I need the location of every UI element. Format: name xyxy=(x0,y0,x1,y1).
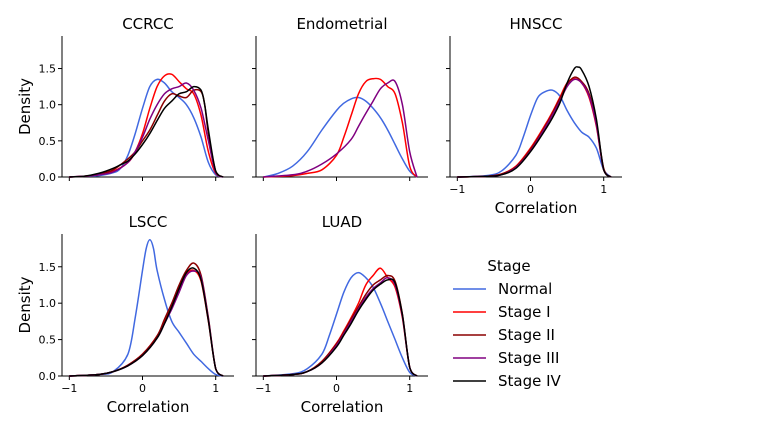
x-axis-label: Correlation xyxy=(495,199,578,217)
y-tick-label: 1.5 xyxy=(39,63,57,76)
y-tick-label: 0.5 xyxy=(39,135,57,148)
panel-hnscc: −1 0 1 HNSCC Correlation xyxy=(446,15,622,217)
legend-label: Normal xyxy=(498,280,552,298)
y-tick-label: 0.0 xyxy=(39,370,57,383)
density-line-normal xyxy=(263,271,418,377)
panel-title: CCRCC xyxy=(122,15,174,33)
density-line-normal xyxy=(69,239,224,377)
x-tick-label: 0 xyxy=(527,183,534,196)
panel-title: Endometrial xyxy=(296,15,387,33)
density-line-stage-iii xyxy=(457,78,612,178)
density-line-normal xyxy=(457,89,612,178)
y-tick-label: 1.0 xyxy=(39,99,57,112)
legend-label: Stage III xyxy=(498,349,559,367)
y-tick-label: 1.5 xyxy=(39,261,57,274)
x-axis-label: Correlation xyxy=(107,398,190,416)
x-tick-label: −1 xyxy=(61,382,77,395)
y-axis-label: Density xyxy=(16,78,34,135)
x-tick-label: 1 xyxy=(406,382,413,395)
x-tick-label: −1 xyxy=(255,382,271,395)
density-line-stage-i xyxy=(263,77,418,178)
y-tick-label: 1.0 xyxy=(39,297,57,310)
x-tick-label: 0 xyxy=(139,382,146,395)
panel-endometrial: Endometrial xyxy=(252,15,428,181)
x-axis-label: Correlation xyxy=(301,398,384,416)
x-tick-label: 0 xyxy=(333,382,340,395)
x-tick-label: 1 xyxy=(212,382,219,395)
density-line-stage-iii xyxy=(263,276,418,377)
y-tick-label: 0.0 xyxy=(39,171,57,184)
x-tick-label: −1 xyxy=(449,183,465,196)
panel-luad: −1 0 1 LUAD Correlation xyxy=(252,213,428,416)
legend-label: Stage I xyxy=(498,303,551,321)
legend-title: Stage xyxy=(487,257,530,275)
panel-title: HNSCC xyxy=(510,15,563,33)
legend-label: Stage IV xyxy=(498,372,562,390)
panel-title: LSCC xyxy=(129,213,168,231)
density-line-stage-ii xyxy=(263,274,418,377)
y-tick-label: 0.5 xyxy=(39,334,57,347)
legend: Stage Normal Stage I Stage II Stage III Stage… xyxy=(453,257,562,390)
density-line-normal xyxy=(263,96,418,178)
y-axis-label: Density xyxy=(16,276,34,333)
density-line-stage-iv xyxy=(69,267,224,377)
density-line-stage-iv xyxy=(263,278,418,377)
legend-label: Stage II xyxy=(498,326,555,344)
density-line-stage-iv xyxy=(69,85,224,178)
density-line-stage-iii xyxy=(69,82,224,178)
x-tick-label: 1 xyxy=(600,183,607,196)
panel-title: LUAD xyxy=(322,213,362,231)
panel-lscc: 0.0 0.5 1.0 1.5 −1 0 1 LSCC Correlation Density xyxy=(16,213,234,416)
density-line-stage-i xyxy=(263,267,418,377)
density-line-stage-iv xyxy=(457,66,612,178)
panel-ccrcc: 0.0 0.5 1.0 1.5 CCRCC Density xyxy=(16,15,234,184)
density-line-stage-iii xyxy=(263,79,418,178)
